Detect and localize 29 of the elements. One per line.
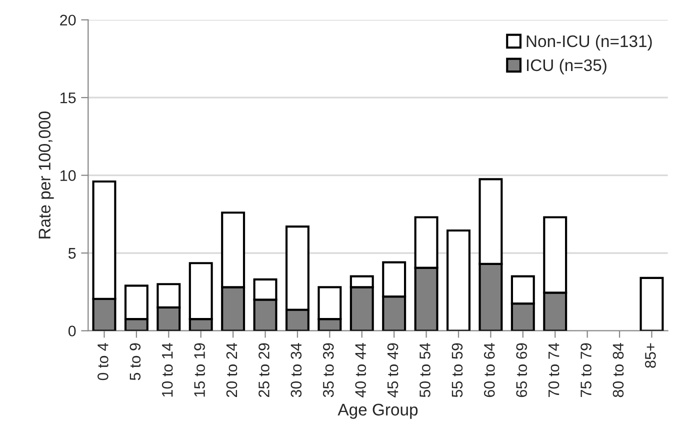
x-tick-label: 60 to 64	[484, 342, 495, 397]
x-tick-label: 65 to 69	[516, 343, 528, 397]
x-tick-label: 85+	[645, 343, 656, 368]
x-tick-label: 10 to 14	[162, 342, 173, 397]
y-tick-label: 15	[60, 92, 76, 104]
x-tick-label: 0 to 4	[98, 343, 108, 380]
x-tick-label: 35 to 39	[322, 343, 334, 398]
x-tick-label: 45 to 49	[387, 343, 398, 398]
legend-label: Non-ICU (n=131)	[526, 34, 652, 50]
y-axis-title: Rate per 100,000	[38, 112, 54, 238]
x-tick-label: 30 to 34	[290, 342, 302, 398]
y-tick-label: 5	[68, 248, 76, 259]
x-tick-label: 15 to 19	[194, 343, 205, 397]
x-tick-label: 75 to 79	[580, 343, 592, 397]
x-tick-label: 25 to 29	[258, 343, 270, 397]
x-tick-label: 20 to 24	[226, 342, 238, 397]
bar	[446, 229, 470, 331]
x-axis-title: Age Group	[338, 404, 418, 419]
x-tick-label: 5 to 9	[130, 343, 141, 380]
bar	[640, 276, 664, 331]
legend-label: ICU (n=35)	[527, 58, 606, 74]
x-tick-label: 70 to 74	[548, 342, 560, 397]
y-tick-label: 10	[60, 170, 76, 181]
y-tick-label: 20	[60, 14, 76, 26]
x-tick-label: 50 to 54	[420, 342, 430, 398]
x-tick-label: 80 to 84	[612, 342, 624, 398]
y-tick-label: 0	[68, 326, 76, 336]
x-tick-label: 55 to 59	[452, 343, 463, 398]
x-tick-label: 40 to 44	[355, 342, 366, 398]
